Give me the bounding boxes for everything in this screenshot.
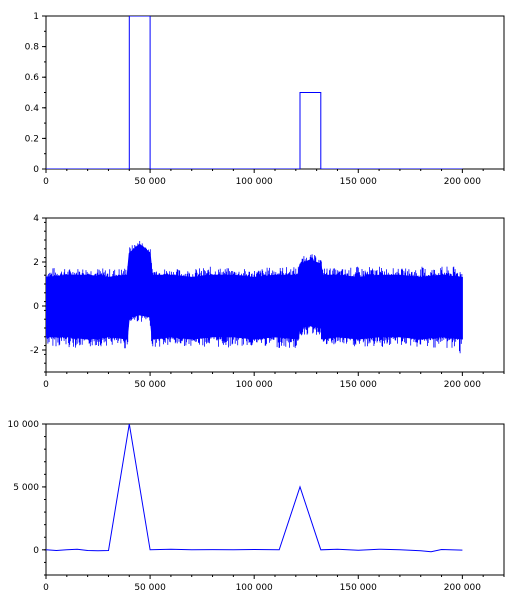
series-line [46,16,463,169]
x-tick-label: 100 000 [236,177,273,187]
y-tick-label: 4 [33,214,39,224]
plot-3-correlation: 0 50 000 100 000 150 000 200 000 0 5 000 10 000 [8,420,505,593]
y-tick-label: 0 [33,302,39,312]
plot-2-noisy-signal: 0 50 000 100 000 150 000 200 000 -2 0 2 4 [30,214,505,390]
y-tick-label: 0.6 [25,73,40,83]
x-tick-label: 0 [43,177,49,187]
x-tick-label: 200 000 [444,380,481,390]
y-tick-label: 0 [33,546,39,556]
y-tick-label: 0 [33,165,39,175]
x-tick-label: 150 000 [340,583,377,593]
y-tick-label: 0.2 [25,134,39,144]
y-tick-label: 5 000 [13,483,39,493]
x-tick-label: 100 000 [236,583,273,593]
noise-band [46,243,463,340]
x-tick-label: 50 000 [134,583,166,593]
y-tick-label: 1 [33,12,39,22]
x-tick-label: 200 000 [444,583,481,593]
y-tick-label: -2 [30,346,39,356]
y-tick-label: 0.8 [25,43,40,53]
plot-1-step-signal: 0 50 000 100 000 150 000 200 000 0 0.2 0.4 0.6 0.… [25,12,505,187]
x-tick-label: 150 000 [340,380,377,390]
plot-3-frame [45,423,505,576]
plot-1-frame [45,15,505,170]
x-tick-label: 100 000 [236,380,273,390]
x-tick-label: 50 000 [134,380,166,390]
y-tick-label: 0.4 [25,104,40,114]
series-line [46,424,463,553]
y-tick-label: 10 000 [8,420,40,430]
x-tick-label: 50 000 [134,177,166,187]
y-tick-label: 2 [33,258,39,268]
x-tick-label: 200 000 [444,177,481,187]
x-tick-label: 150 000 [340,177,377,187]
x-tick-label: 0 [43,583,49,593]
x-tick-label: 0 [43,380,49,390]
